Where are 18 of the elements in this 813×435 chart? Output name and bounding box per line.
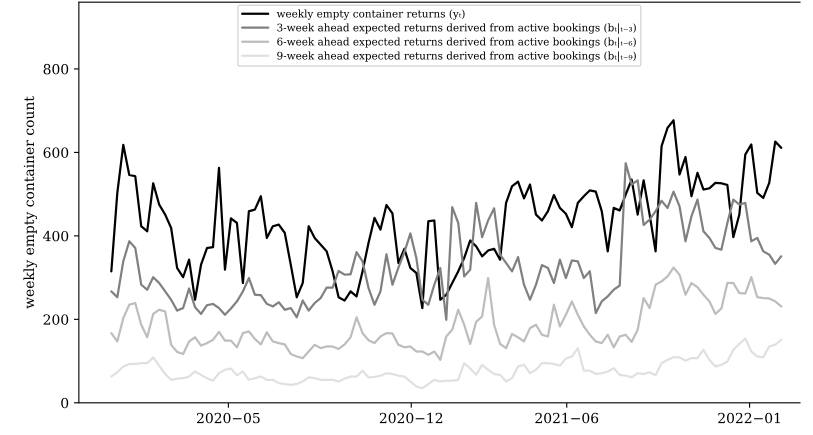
x-tick-label: 2021−06 xyxy=(535,412,598,424)
line-series xyxy=(110,119,782,310)
y-axis-title: weekly empty container count xyxy=(23,96,38,309)
x-tick-label: 2022−01 xyxy=(718,412,780,424)
y-tick-label: 400 xyxy=(43,230,68,242)
line-series xyxy=(110,266,782,361)
y-tick-label: 200 xyxy=(44,314,68,325)
y-tick-label: 600 xyxy=(44,147,68,158)
line-series xyxy=(110,337,782,390)
x-tick-label: 2020−05 xyxy=(196,412,260,424)
y-tick-label: 800 xyxy=(44,64,68,74)
legend-label: 3-week ahead expected returns derived from active bookings (bₜ|ₜ₋₃) xyxy=(277,23,636,34)
legend-label: 6-week ahead expected returns derived from active bookings (bₜ|ₜ₋₆) xyxy=(277,37,636,48)
y-tick-label: 0 xyxy=(61,398,68,408)
legend-label: 9-week ahead expected returns derived from active bookings (bₜ|ₜ₋₉) xyxy=(277,51,636,62)
line-series xyxy=(110,162,782,321)
legend-label: weekly empty container returns (yₜ) xyxy=(276,9,465,20)
x-tick-label: 2020−12 xyxy=(380,412,442,424)
